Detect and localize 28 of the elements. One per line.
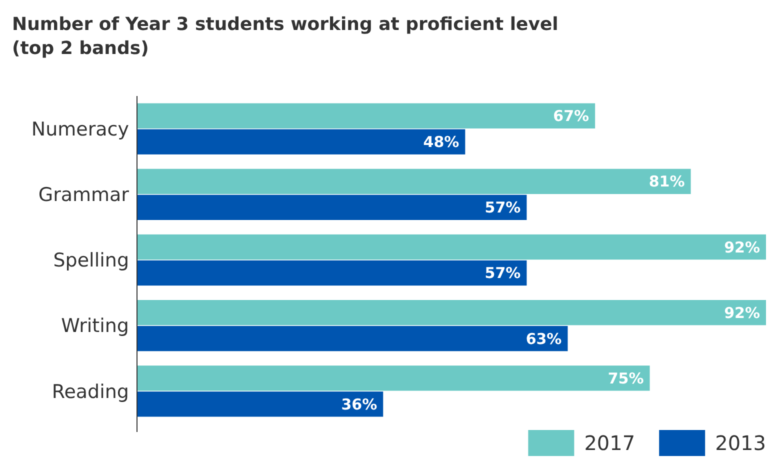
bar bbox=[137, 392, 384, 417]
y-tick-label: Numeracy bbox=[31, 118, 129, 140]
bar bbox=[137, 103, 596, 128]
bar bbox=[137, 326, 568, 352]
bar bbox=[137, 168, 691, 194]
chart-title: Number of Year 3 students working at proficient level (top 2 bands) bbox=[12, 14, 558, 59]
legend-label: 2017 bbox=[584, 431, 636, 455]
data-label: 48% bbox=[423, 133, 460, 152]
y-tick-label: Reading bbox=[52, 380, 129, 403]
bar bbox=[137, 194, 527, 220]
data-label: 63% bbox=[526, 330, 562, 348]
data-label: 81% bbox=[648, 172, 685, 191]
bar bbox=[137, 260, 527, 286]
bar bbox=[137, 234, 766, 260]
legend-label: 2013 bbox=[715, 431, 766, 455]
bar bbox=[137, 129, 466, 154]
data-label: 92% bbox=[724, 238, 760, 256]
bar bbox=[137, 300, 766, 326]
data-label: 67% bbox=[553, 107, 590, 126]
data-label: 92% bbox=[724, 304, 760, 322]
data-label: 57% bbox=[484, 198, 521, 217]
data-label: 57% bbox=[484, 264, 521, 282]
data-label: 36% bbox=[341, 395, 378, 414]
y-tick-label: Grammar bbox=[38, 184, 130, 206]
data-label: 75% bbox=[608, 369, 644, 388]
bar bbox=[137, 366, 650, 391]
y-tick-label: Spelling bbox=[53, 250, 129, 272]
y-tick-label: Writing bbox=[61, 315, 129, 338]
